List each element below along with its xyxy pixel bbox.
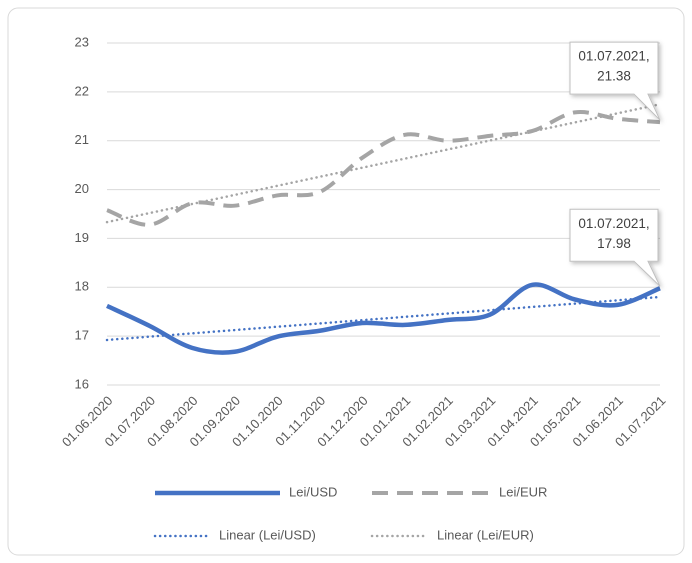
callout-text: 01.07.2021, xyxy=(578,216,649,231)
callout: 01.07.2021, 21.38 xyxy=(569,41,661,121)
callout-text: 01.07.2021, xyxy=(578,49,649,64)
callout-text: 21.38 xyxy=(597,69,631,84)
legend-label: Linear (Lei/USD) xyxy=(219,527,316,542)
y-tick-label: 19 xyxy=(75,230,89,245)
y-tick-label: 20 xyxy=(75,181,89,196)
y-tick-label: 16 xyxy=(75,376,89,391)
callout: 01.07.2021, 17.98 xyxy=(569,208,661,287)
y-tick-label: 18 xyxy=(75,279,89,294)
trendline xyxy=(105,295,662,342)
y-tick-label: 22 xyxy=(75,83,89,98)
series-line xyxy=(106,282,661,355)
legend-label: Lei/USD xyxy=(289,484,337,499)
series-line xyxy=(106,110,661,227)
y-tick-label: 23 xyxy=(75,34,89,49)
legend-label: Lei/EUR xyxy=(499,484,547,499)
callout-text: 17.98 xyxy=(597,236,631,251)
legend-label: Linear (Lei/EUR) xyxy=(437,527,534,542)
callout-box xyxy=(569,41,661,121)
callout-box xyxy=(569,208,661,287)
y-tick-label: 21 xyxy=(75,132,89,147)
y-tick-label: 17 xyxy=(75,328,89,343)
chart-border xyxy=(7,7,685,556)
